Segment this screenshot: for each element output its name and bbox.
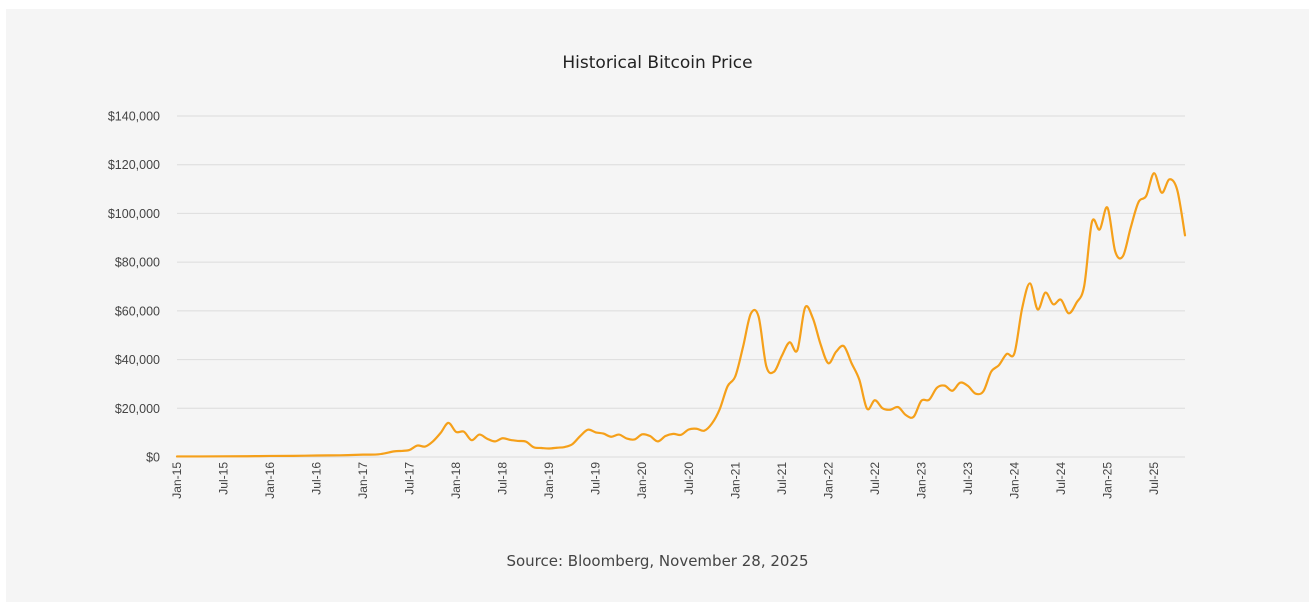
x-tick-label: Jan-19 — [542, 462, 556, 499]
y-tick-label: $60,000 — [115, 304, 160, 318]
chart-source-note: Source: Bloomberg, November 28, 2025 — [506, 552, 809, 570]
gridlines — [177, 115, 1185, 458]
x-tick-label: Jan-17 — [356, 462, 370, 499]
x-tick-label: Jul-17 — [403, 462, 417, 495]
x-axis-ticks: Jan-15 Jul-15 Jan-16 Jul-16 Jan-17 Jul-17 Jan-… — [170, 462, 1161, 499]
x-tick-label: Jan-16 — [263, 462, 277, 499]
chart-title: Historical Bitcoin Price — [562, 53, 753, 73]
x-tick-label: Jul-19 — [589, 462, 603, 495]
x-tick-label: Jul-20 — [682, 462, 696, 495]
x-tick-label: Jul-22 — [868, 462, 882, 495]
x-tick-label: Jan-20 — [635, 462, 649, 499]
y-tick-label: $40,000 — [115, 353, 160, 367]
y-tick-label: $100,000 — [108, 207, 160, 221]
x-tick-label: Jan-24 — [1007, 462, 1021, 499]
x-tick-label: Jan-15 — [170, 462, 184, 499]
y-tick-label: $0 — [146, 451, 160, 465]
x-tick-label: Jan-23 — [914, 462, 928, 499]
chart-panel — [6, 9, 1309, 602]
x-tick-label: Jan-18 — [449, 462, 463, 499]
y-tick-label: $80,000 — [115, 256, 160, 270]
y-axis-ticks: $0 $20,000 $40,000 $60,000 $80,000 $100,000 $1… — [108, 110, 160, 465]
x-tick-label: Jan-25 — [1100, 462, 1114, 499]
x-tick-label: Jul-25 — [1147, 462, 1161, 495]
price-series-line — [175, 172, 1187, 458]
x-tick-label: Jan-21 — [728, 462, 742, 499]
x-tick-label: Jul-24 — [1054, 462, 1068, 495]
x-tick-label: Jul-15 — [217, 462, 231, 495]
x-tick-label: Jul-16 — [310, 462, 324, 495]
y-tick-label: $140,000 — [108, 110, 160, 124]
x-tick-label: Jul-23 — [961, 462, 975, 495]
y-tick-label: $120,000 — [108, 158, 160, 172]
x-tick-label: Jul-21 — [775, 462, 789, 495]
x-tick-label: Jul-18 — [496, 462, 510, 495]
y-tick-label: $20,000 — [115, 402, 160, 416]
x-tick-label: Jan-22 — [821, 462, 835, 499]
